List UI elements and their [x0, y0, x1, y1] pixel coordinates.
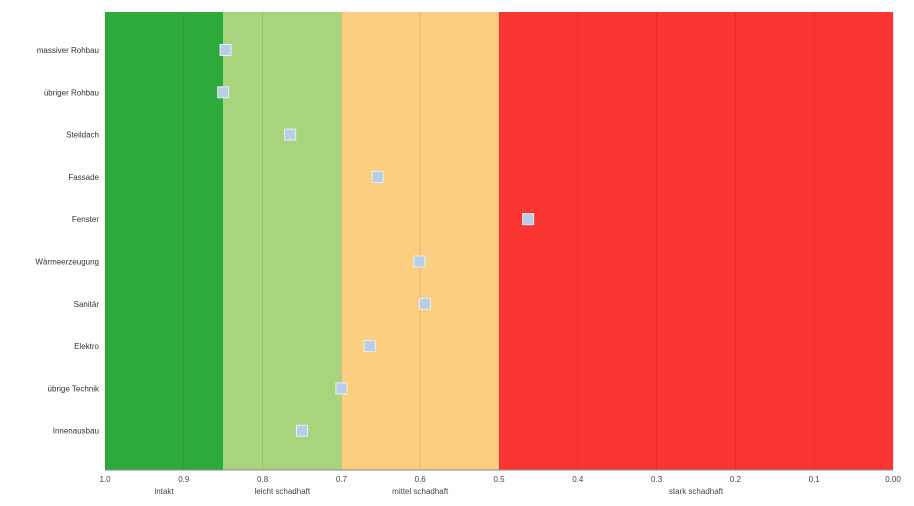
x-tick-label: 0.3: [651, 475, 663, 484]
x-tick-label: 0.00: [885, 475, 901, 484]
x-tick-label: 0.8: [257, 475, 269, 484]
data-point: [413, 255, 426, 268]
band-label: stark schadhaft: [669, 487, 724, 496]
x-tick-label: 0.2: [730, 475, 742, 484]
data-point: [522, 213, 535, 226]
data-point: [284, 128, 297, 141]
band-stark-schadhaft: [499, 12, 893, 470]
category-label: Innenausbau: [53, 427, 99, 436]
x-tick-label: 0.1: [809, 475, 821, 484]
x-tick-label: 0.4: [572, 475, 584, 484]
band-label: leicht schadhaft: [255, 487, 311, 496]
band-label: mittel schadhaft: [392, 487, 449, 496]
category-label: massiver Rohbau: [37, 46, 99, 55]
x-tick-label: 0.7: [336, 475, 348, 484]
category-label: Sanitär: [74, 300, 100, 309]
data-point: [363, 340, 376, 353]
data-point: [371, 170, 384, 183]
data-point: [217, 86, 230, 99]
category-label: Wärmeerzeugung: [35, 258, 99, 267]
x-tick-label: 1.0: [99, 475, 111, 484]
category-label: übrige Technik: [48, 384, 100, 393]
category-label: übriger Rohbau: [44, 88, 99, 97]
data-point: [219, 44, 232, 56]
band-intakt: [105, 12, 224, 470]
category-label: Fenster: [72, 215, 99, 224]
band-mittel-schadhaft: [341, 12, 499, 470]
band-leicht-schadhaft: [223, 12, 342, 470]
category-label: Fassade: [68, 173, 99, 182]
data-point: [418, 297, 431, 310]
x-tick-label: 0.9: [178, 475, 190, 484]
band-label: intakt: [155, 487, 175, 496]
data-point: [296, 424, 308, 437]
data-point: [335, 382, 348, 395]
category-label: Elektro: [74, 342, 99, 351]
category-label: Steildach: [66, 131, 99, 140]
x-tick-label: 0.5: [493, 475, 505, 484]
x-tick-label: 0.6: [415, 475, 427, 484]
